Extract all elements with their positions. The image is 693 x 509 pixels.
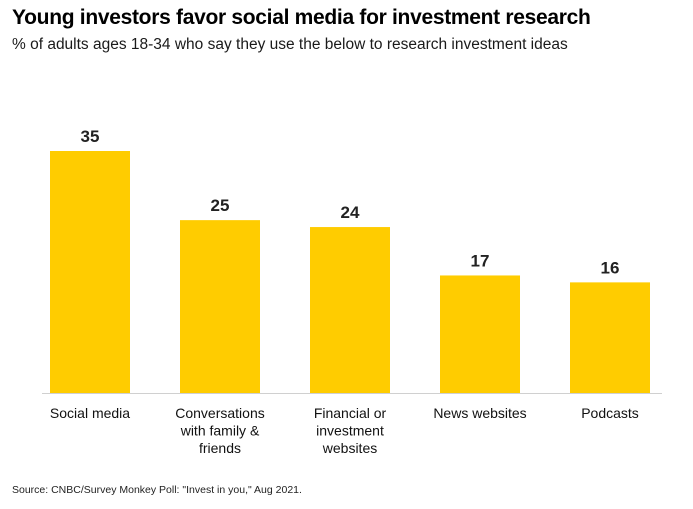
- bar-4: [570, 282, 650, 393]
- bar-chart: 35 Social media 25 Conversations with family…: [42, 127, 662, 456]
- bar-1: [180, 220, 260, 393]
- bar-3: [440, 275, 520, 393]
- bar-0: [50, 151, 130, 393]
- category-label-3: News websites: [433, 405, 526, 421]
- category-label-4: Podcasts: [581, 405, 639, 421]
- category-label-2: Financial or investment websites: [314, 405, 387, 456]
- bar-2: [310, 227, 390, 393]
- data-label-1: 25: [211, 196, 230, 215]
- chart-title: Young investors favor social media for i…: [12, 6, 591, 29]
- category-label-1: Conversations with family & friends: [175, 405, 265, 456]
- data-label-3: 17: [471, 251, 490, 270]
- source-note: Source: CNBC/Survey Monkey Poll: "Invest…: [12, 484, 302, 496]
- data-label-2: 24: [341, 203, 360, 222]
- chart-subtitle: % of adults ages 18-34 who say they use …: [12, 36, 568, 53]
- data-label-4: 16: [601, 258, 620, 277]
- category-label-0: Social media: [50, 405, 130, 421]
- data-label-0: 35: [81, 127, 100, 146]
